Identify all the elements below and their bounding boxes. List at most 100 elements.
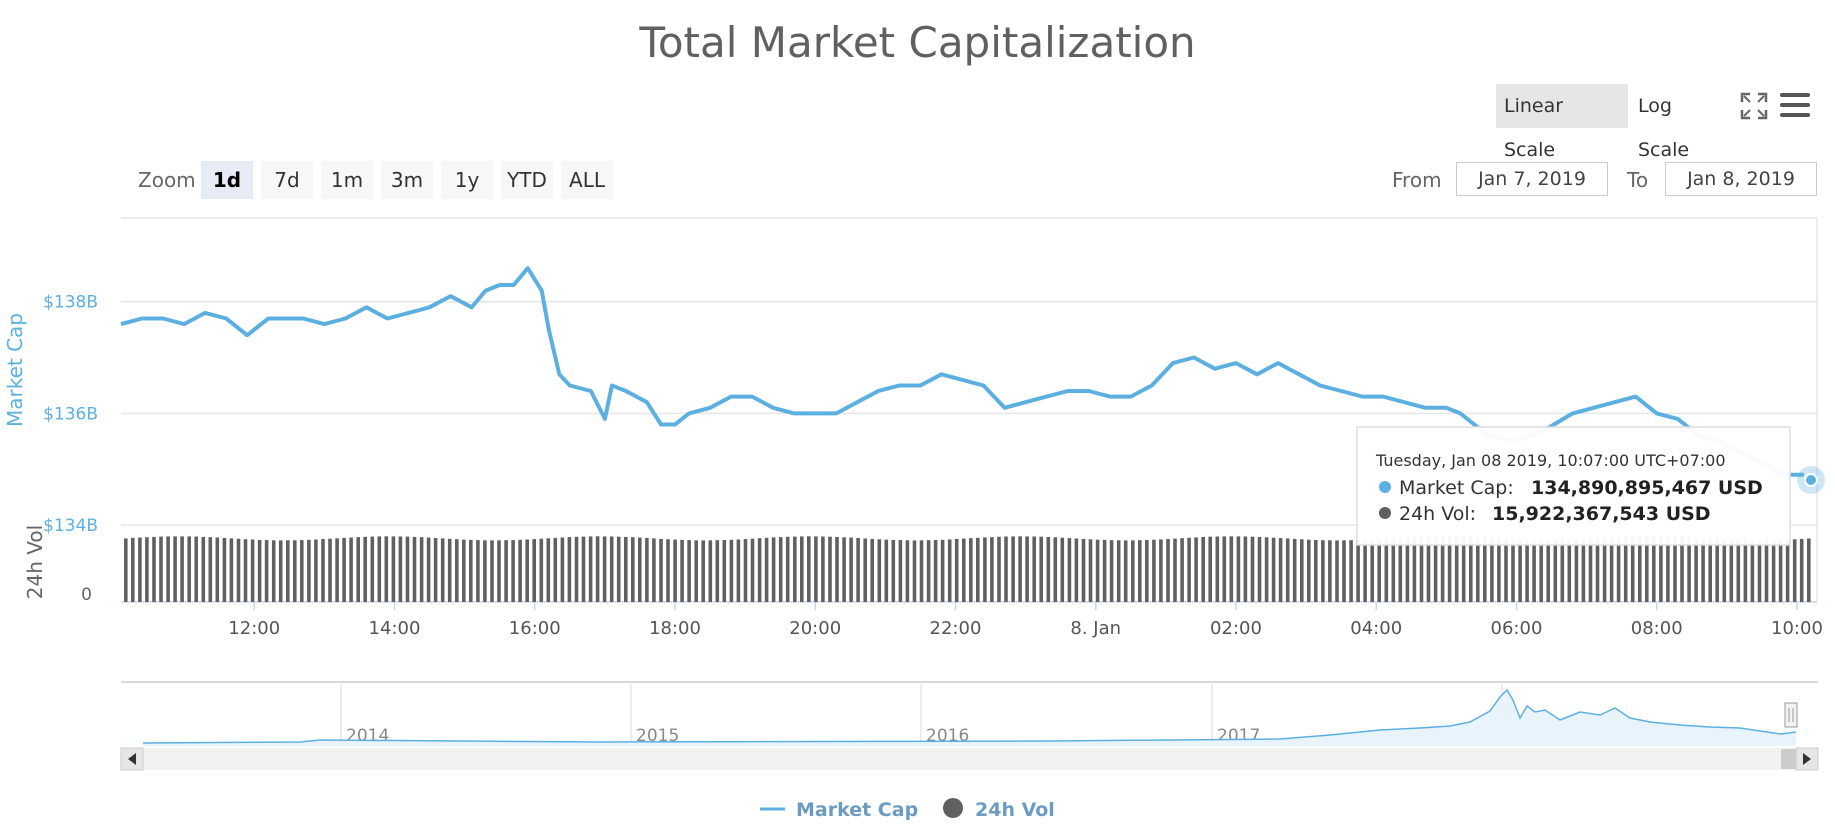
- volume-bar: [1292, 538, 1297, 602]
- scrollbar-thumb[interactable]: [1781, 749, 1798, 769]
- volume-bar: [1060, 537, 1065, 602]
- volume-bar: [1102, 539, 1107, 602]
- volume-bar: [898, 540, 903, 602]
- volume-bar: [680, 539, 684, 602]
- y-axis-label: Market Cap: [3, 313, 27, 427]
- zoom-1d-button[interactable]: 1d: [201, 161, 253, 199]
- volume-bar: [286, 540, 290, 602]
- volume-bars: [124, 536, 1811, 602]
- volume-bar: [1743, 540, 1748, 602]
- linear-scale-button[interactable]: Linear Scale: [1496, 84, 1628, 161]
- volume-bar: [1215, 536, 1220, 602]
- volume-bar: [962, 538, 966, 602]
- volume-bar: [1356, 540, 1360, 602]
- zoom-7d-button[interactable]: 7d: [261, 161, 313, 199]
- y-tick-label: $136B: [43, 404, 98, 424]
- volume-bar: [328, 538, 332, 602]
- volume-bar: [490, 540, 494, 602]
- x-tick-label: 14:00: [369, 618, 421, 639]
- volume-bar: [546, 538, 551, 602]
- volume-bar: [1630, 536, 1635, 602]
- volume-bar: [616, 536, 621, 602]
- volume-bar: [1497, 538, 1501, 602]
- zoom-1m-button[interactable]: 1m: [321, 161, 373, 199]
- volume-bar: [1285, 538, 1290, 602]
- volume-bar: [1194, 537, 1198, 602]
- volume-bar: [849, 537, 853, 602]
- volume-bar: [947, 539, 952, 602]
- volume-bar: [694, 540, 698, 602]
- log-scale-button[interactable]: Log Scale: [1638, 95, 1690, 161]
- volume-bar: [990, 537, 994, 602]
- volume-bar: [567, 537, 572, 602]
- zoom-1y-button[interactable]: 1y: [441, 161, 493, 199]
- volume-bar: [447, 538, 452, 602]
- volume-bar: [715, 540, 720, 602]
- volume-bar: [1314, 540, 1318, 602]
- volume-bar: [1447, 536, 1452, 602]
- volume-bar: [1412, 537, 1417, 602]
- volume-bar: [1011, 536, 1015, 602]
- volume-bar: [208, 537, 213, 602]
- volume-bar: [1405, 537, 1410, 602]
- volume-bar: [553, 537, 558, 602]
- from-date-input[interactable]: Jan 7, 2019: [1456, 162, 1608, 196]
- to-date-input[interactable]: Jan 8, 2019: [1665, 162, 1817, 196]
- volume-bar: [624, 536, 628, 602]
- volume-bar: [1525, 540, 1529, 602]
- volume-bar: [581, 536, 586, 602]
- volume-bar: [877, 539, 882, 602]
- x-tick-label: 02:00: [1210, 618, 1262, 639]
- volume-bar: [983, 537, 987, 602]
- volume-bar: [307, 539, 311, 602]
- volume-bar: [919, 540, 924, 602]
- zoom-all-button[interactable]: ALL: [561, 161, 613, 199]
- volume-bar: [1799, 538, 1804, 602]
- volume-bar: [673, 539, 677, 602]
- x-tick-label: 12:00: [228, 618, 280, 639]
- fullscreen-icon[interactable]: [1740, 92, 1768, 120]
- volume-bar: [293, 540, 297, 602]
- scrollbar-track[interactable]: [121, 748, 1818, 770]
- zoom-3m-button[interactable]: 3m: [381, 161, 433, 199]
- volume-bar: [1490, 538, 1494, 602]
- volume-bar: [1307, 539, 1311, 602]
- zoom-ytd-button[interactable]: YTD: [501, 161, 553, 199]
- volume-bar: [954, 539, 959, 602]
- volume-bar: [1574, 539, 1579, 602]
- hamburger-menu-icon[interactable]: [1780, 93, 1810, 119]
- navigator[interactable]: 20142015201620172018: [121, 681, 1818, 746]
- volume-bar: [1532, 540, 1536, 602]
- legend-item-24h-vol[interactable]: 24h Vol: [943, 798, 1055, 821]
- volume-bar: [842, 537, 846, 602]
- legend-item-market-cap[interactable]: Market Cap: [760, 799, 918, 821]
- volume-bar: [997, 536, 1001, 602]
- volume-bar: [1384, 538, 1389, 602]
- volume-bar: [574, 536, 579, 602]
- volume-bar: [976, 537, 980, 602]
- scrollbar[interactable]: [120, 747, 1819, 771]
- tooltip-header: Tuesday, Jan 08 2019, 10:07:00 UTC+07:00: [1375, 451, 1726, 470]
- volume-bar: [1750, 540, 1755, 602]
- volume-bar: [1680, 537, 1684, 602]
- x-tick-label: 18:00: [649, 618, 701, 639]
- volume-bar: [504, 540, 508, 602]
- volume-bar: [1588, 538, 1593, 602]
- volume-bar: [131, 537, 135, 602]
- volume-bar: [1321, 540, 1325, 602]
- volume-bar: [250, 539, 255, 602]
- volume-bar: [638, 537, 642, 602]
- x-tick-label: 22:00: [930, 618, 982, 639]
- volume-bar: [1349, 540, 1353, 602]
- volume-bar: [229, 538, 234, 602]
- volume-bar: [1250, 536, 1255, 602]
- volume-bar: [1039, 536, 1043, 602]
- volume-bar: [1138, 540, 1142, 602]
- navigator-handle[interactable]: [1784, 702, 1798, 728]
- volume-bar: [595, 536, 600, 602]
- volume-bar: [1567, 540, 1572, 602]
- volume-bar: [1152, 539, 1156, 602]
- volume-bar: [166, 536, 170, 602]
- x-tick-label: 04:00: [1350, 618, 1402, 639]
- volume-bar: [1025, 536, 1029, 602]
